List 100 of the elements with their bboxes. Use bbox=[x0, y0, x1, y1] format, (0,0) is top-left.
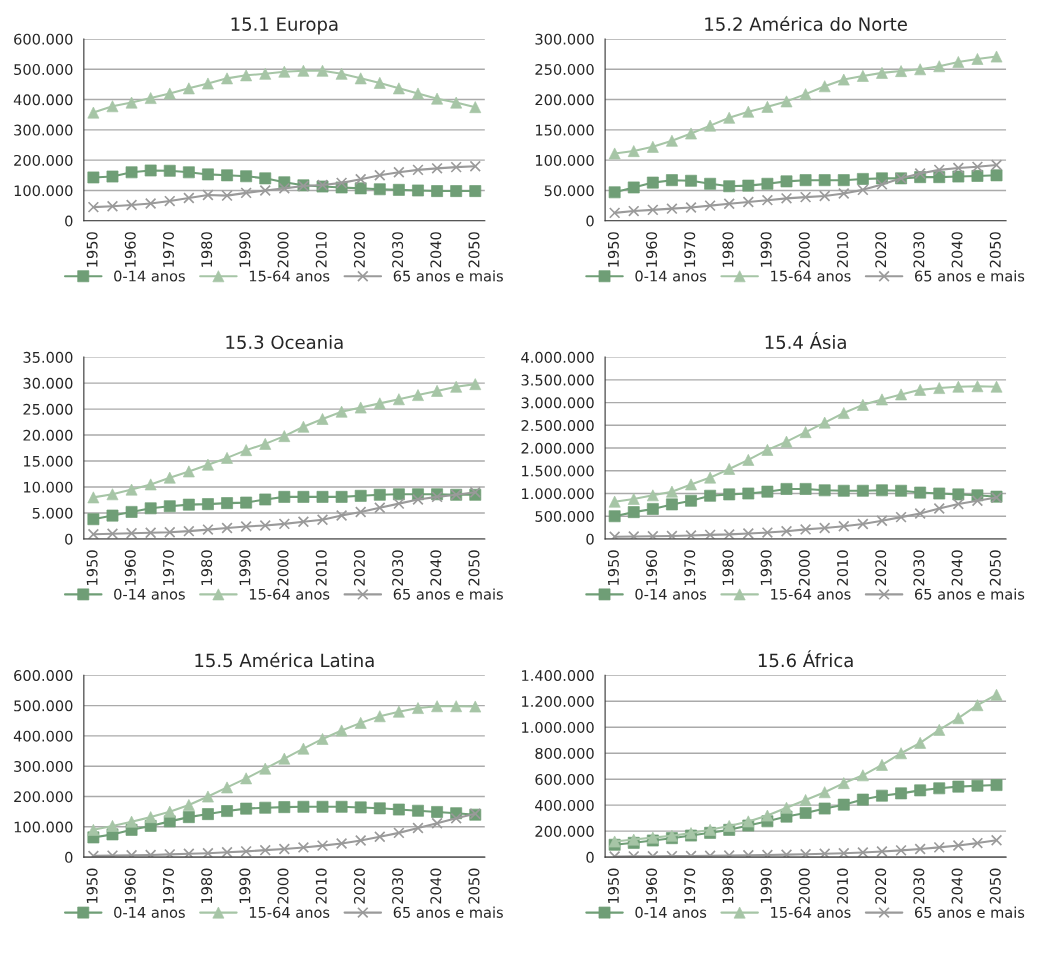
y-tick-label: 1.000.000 bbox=[522, 721, 594, 733]
legend-label: 65 anos e mais bbox=[914, 588, 1025, 600]
y-tick-label: 100.000 bbox=[14, 821, 73, 833]
x-tick-label: 1960 bbox=[646, 868, 658, 904]
y-tick-label: 500.000 bbox=[14, 63, 73, 76]
y-tick-label: 3.000.000 bbox=[521, 397, 594, 409]
y-tick-label: 10.000 bbox=[24, 481, 73, 493]
x-tick-label: 1980 bbox=[201, 868, 213, 904]
x-tick-label: 2010 bbox=[836, 550, 849, 586]
x-tick-label: 2050 bbox=[989, 868, 1001, 904]
y-tick-label: 0 bbox=[586, 851, 594, 863]
y-tick-label: 0 bbox=[586, 533, 594, 545]
x-tick-label: 2030 bbox=[913, 550, 925, 586]
x-tick-label: 2000 bbox=[277, 232, 289, 268]
y-tick-label: 300.000 bbox=[14, 124, 73, 136]
y-tick-label: 300.000 bbox=[14, 760, 73, 772]
y-tick-label: 0 bbox=[586, 215, 594, 227]
y-tick-label: 0 bbox=[65, 215, 73, 227]
y-tick-label: 400.000 bbox=[13, 730, 73, 742]
legend-label: 15-64 anos bbox=[249, 588, 330, 600]
x-tick-label: 1970 bbox=[162, 550, 174, 585]
x-tick-label: 2020 bbox=[875, 232, 887, 268]
y-tick-label: 35.000 bbox=[23, 351, 73, 363]
y-tick-label: 2.000.000 bbox=[521, 442, 594, 454]
x-tick-label: 2050 bbox=[468, 868, 480, 904]
x-tick-label: 2030 bbox=[392, 232, 404, 268]
x-tick-label: 2040 bbox=[951, 550, 963, 586]
legend-label: 15-64 anos bbox=[249, 270, 330, 282]
x-tick-label: 1990 bbox=[239, 868, 251, 904]
x-tick-label: 2020 bbox=[353, 550, 365, 586]
x-tick-label: 2030 bbox=[392, 868, 404, 904]
legend-label: 0-14 anos bbox=[635, 270, 707, 282]
legend-label: 0-14 anos bbox=[114, 270, 185, 282]
y-tick-label: 600.000 bbox=[14, 670, 73, 682]
x-tick-label: 2020 bbox=[353, 232, 365, 268]
y-tick-label: 200.000 bbox=[535, 825, 594, 837]
x-tick-label: 2010 bbox=[836, 232, 849, 268]
legend-label: 65 anos e mais bbox=[393, 270, 503, 282]
x-tick-label: 2050 bbox=[468, 550, 480, 586]
y-tick-label: 50.000 bbox=[544, 185, 594, 197]
x-tick-label: 2050 bbox=[468, 232, 480, 268]
x-tick-label: 2010 bbox=[315, 868, 327, 904]
x-tick-label: 2040 bbox=[430, 550, 442, 586]
legend-label: 65 anos e mais bbox=[393, 588, 503, 600]
y-tick-label: 200.000 bbox=[535, 94, 594, 106]
x-tick-label: 2050 bbox=[989, 232, 1001, 268]
y-tick-label: 500.000 bbox=[14, 700, 73, 712]
y-tick-label: 2.500.000 bbox=[521, 420, 594, 432]
x-tick-label: 1970 bbox=[684, 232, 696, 267]
x-tick-label: 2030 bbox=[913, 868, 925, 904]
x-tick-label: 2040 bbox=[430, 868, 442, 904]
x-tick-label: 1950 bbox=[86, 550, 98, 585]
x-tick-label: 1980 bbox=[722, 550, 734, 585]
legend-label: 15-64 anos bbox=[771, 906, 851, 918]
x-tick-label: 2000 bbox=[277, 868, 289, 904]
x-tick-label: 2000 bbox=[798, 232, 810, 268]
x-tick-label: 2000 bbox=[798, 868, 810, 904]
legend-label: 65 anos e mais bbox=[914, 906, 1025, 918]
y-tick-label: 500.000 bbox=[535, 510, 594, 522]
x-tick-label: 2030 bbox=[913, 232, 925, 268]
y-tick-label: 400.000 bbox=[535, 799, 594, 811]
x-tick-label: 1990 bbox=[760, 868, 772, 904]
x-tick-label: 2020 bbox=[875, 868, 887, 904]
x-tick-label: 1990 bbox=[760, 232, 772, 267]
chart-title: 15.2 América do Norte bbox=[705, 16, 907, 31]
x-tick-label: 2040 bbox=[951, 232, 963, 268]
x-tick-label: 2020 bbox=[875, 550, 887, 586]
chart-title: 15.6 África bbox=[758, 650, 853, 668]
y-tick-label: 30.000 bbox=[23, 377, 73, 389]
x-tick-label: 1980 bbox=[201, 232, 213, 267]
legend-label: 15-64 anos bbox=[249, 906, 330, 918]
x-tick-label: 1960 bbox=[646, 550, 658, 585]
x-tick-label: 1950 bbox=[607, 868, 619, 904]
x-tick-label: 1960 bbox=[124, 232, 136, 267]
y-tick-label: 25.000 bbox=[23, 403, 73, 415]
x-tick-label: 2040 bbox=[430, 232, 442, 268]
x-tick-label: 2040 bbox=[951, 868, 963, 904]
y-tick-label: 1.500.000 bbox=[522, 465, 594, 477]
legend-label: 15-64 anos bbox=[771, 588, 851, 600]
x-tick-label: 1980 bbox=[722, 868, 734, 904]
legend-label: 65 anos e mais bbox=[393, 906, 503, 918]
x-tick-label: 2000 bbox=[798, 550, 810, 586]
legend-label: 0-14 anos bbox=[635, 588, 707, 600]
y-tick-label: 5.000 bbox=[32, 507, 73, 519]
x-tick-label: 1970 bbox=[162, 868, 174, 904]
y-tick-label: 150.000 bbox=[535, 124, 594, 136]
y-tick-label: 600.000 bbox=[535, 773, 594, 785]
y-tick-label: 300.000 bbox=[535, 33, 594, 45]
y-tick-label: 3.500.000 bbox=[521, 374, 594, 386]
y-tick-label: 20.000 bbox=[23, 429, 73, 441]
y-tick-label: 100.000 bbox=[14, 185, 73, 197]
y-tick-label: 4.000.000 bbox=[521, 351, 594, 363]
chart-title: 15.1 Europa bbox=[231, 17, 338, 35]
chart-title: 15.5 América Latina bbox=[195, 652, 374, 668]
y-tick-label: 800.000 bbox=[535, 747, 594, 759]
legend-label: 0-14 anos bbox=[114, 588, 185, 600]
x-tick-label: 2010 bbox=[315, 550, 327, 586]
x-tick-label: 1990 bbox=[239, 232, 251, 267]
x-tick-label: 1980 bbox=[201, 550, 213, 585]
x-tick-label: 1970 bbox=[684, 868, 696, 904]
